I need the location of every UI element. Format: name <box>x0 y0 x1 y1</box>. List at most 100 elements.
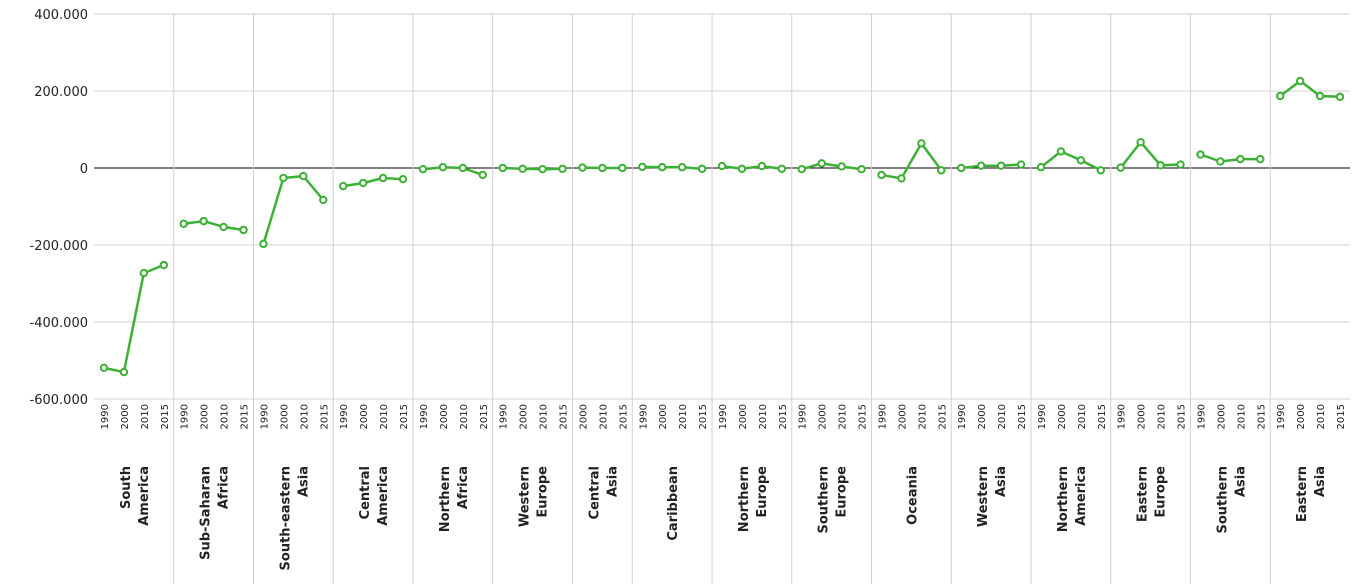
marker <box>737 164 747 173</box>
marker <box>1136 138 1145 147</box>
marker <box>598 163 607 173</box>
y-tick-label: 200.000 <box>34 85 88 100</box>
x-tick-label: 2015 <box>319 404 330 429</box>
line <box>881 141 943 180</box>
x-tick-label: 1990 <box>1276 404 1287 429</box>
line <box>1279 79 1341 99</box>
marker <box>1295 76 1305 86</box>
marker <box>837 162 846 171</box>
line <box>1200 153 1261 163</box>
group-label: Caribbean <box>666 466 681 541</box>
marker <box>1096 166 1105 175</box>
x-tick-label: 2000 <box>439 404 450 429</box>
x-tick-label: 2015 <box>479 404 490 429</box>
marker <box>917 139 926 148</box>
marker <box>657 163 667 172</box>
x-tick-label: 2015 <box>559 404 570 429</box>
marker <box>1036 163 1046 172</box>
x-tick-label: 2000 <box>897 404 908 429</box>
x-tick-label: 2000 <box>279 404 290 429</box>
group-label: Western Europe <box>518 466 551 527</box>
line <box>642 165 703 171</box>
marker <box>697 164 707 173</box>
x-tick-label: 2015 <box>858 404 869 429</box>
x-tick-label: 2015 <box>160 404 171 429</box>
group-label: Northern America <box>1056 466 1089 532</box>
marker <box>677 163 687 172</box>
group-label: Northern Europe <box>737 466 770 532</box>
line <box>262 174 325 245</box>
marker <box>199 216 208 226</box>
line <box>103 263 165 374</box>
x-tick-label: 1990 <box>339 404 350 429</box>
marker <box>976 161 986 170</box>
x-tick-label: 2015 <box>698 404 709 429</box>
line <box>1119 140 1181 169</box>
x-tick-label: 2015 <box>778 404 789 429</box>
x-tick-label: 2010 <box>299 404 310 429</box>
group-label: Central Asia <box>587 466 620 519</box>
line <box>183 219 244 232</box>
x-tick-label: 1990 <box>877 404 888 429</box>
x-tick-label: 2000 <box>519 404 530 429</box>
x-tick-label: 2000 <box>1137 404 1148 429</box>
group-label: Eastern Asia <box>1295 466 1328 522</box>
x-tick-label: 2015 <box>618 404 629 429</box>
marker <box>358 178 368 188</box>
x-tick-label: 1990 <box>1037 404 1048 429</box>
x-tick-label: 1990 <box>718 404 729 429</box>
x-tick-label: 2000 <box>1296 404 1307 429</box>
x-tick-label: 2000 <box>120 404 131 429</box>
x-tick-label: 2010 <box>758 404 769 429</box>
line <box>721 164 782 171</box>
x-tick-label: 1990 <box>957 404 968 429</box>
group-label: Oceania <box>905 466 920 525</box>
marker <box>877 170 886 180</box>
line <box>1040 149 1102 172</box>
marker <box>299 171 308 181</box>
x-tick-label: 2010 <box>1077 404 1088 429</box>
x-tick-label: 2010 <box>1316 404 1327 429</box>
marker <box>1196 150 1205 159</box>
group-label: Central America <box>358 466 391 526</box>
y-tick-label: 400.000 <box>34 8 88 23</box>
x-tick-label: 2010 <box>1157 404 1168 429</box>
x-tick-label: 2010 <box>917 404 928 429</box>
marker <box>717 161 727 171</box>
x-tick-label: 1990 <box>100 404 111 429</box>
marker <box>99 363 109 373</box>
group-label: South America <box>119 466 152 526</box>
x-tick-label: 1990 <box>419 404 430 429</box>
x-tick-label: 2000 <box>200 404 211 429</box>
marker <box>1156 161 1165 170</box>
x-tick-label: 2000 <box>359 404 370 429</box>
marker <box>558 164 567 173</box>
x-tick-label: 2010 <box>1236 404 1247 429</box>
x-tick-label: 2010 <box>598 404 609 429</box>
marker <box>957 163 966 173</box>
marker <box>897 174 906 183</box>
x-tick-label: 2010 <box>838 404 849 429</box>
line <box>801 162 862 171</box>
group-label: Western Asia <box>976 466 1009 527</box>
marker <box>1176 160 1185 169</box>
x-tick-label: 2000 <box>1057 404 1068 429</box>
line <box>343 176 404 188</box>
marker <box>937 166 946 175</box>
x-tick-label: 2010 <box>678 404 689 429</box>
line <box>502 166 563 171</box>
marker <box>239 225 248 235</box>
x-tick-label: 2015 <box>937 404 948 429</box>
marker <box>518 164 527 173</box>
marker <box>1315 91 1325 101</box>
group-label: Southern Asia <box>1215 466 1248 534</box>
x-tick-label: 2010 <box>140 404 151 429</box>
marker <box>817 159 826 168</box>
x-tick-label: 1990 <box>180 404 191 429</box>
y-tick-label: 0 <box>80 162 88 177</box>
x-tick-label: 2010 <box>539 404 550 429</box>
marker <box>398 174 408 184</box>
x-tick-label: 2000 <box>578 404 589 429</box>
marker <box>1256 154 1265 164</box>
